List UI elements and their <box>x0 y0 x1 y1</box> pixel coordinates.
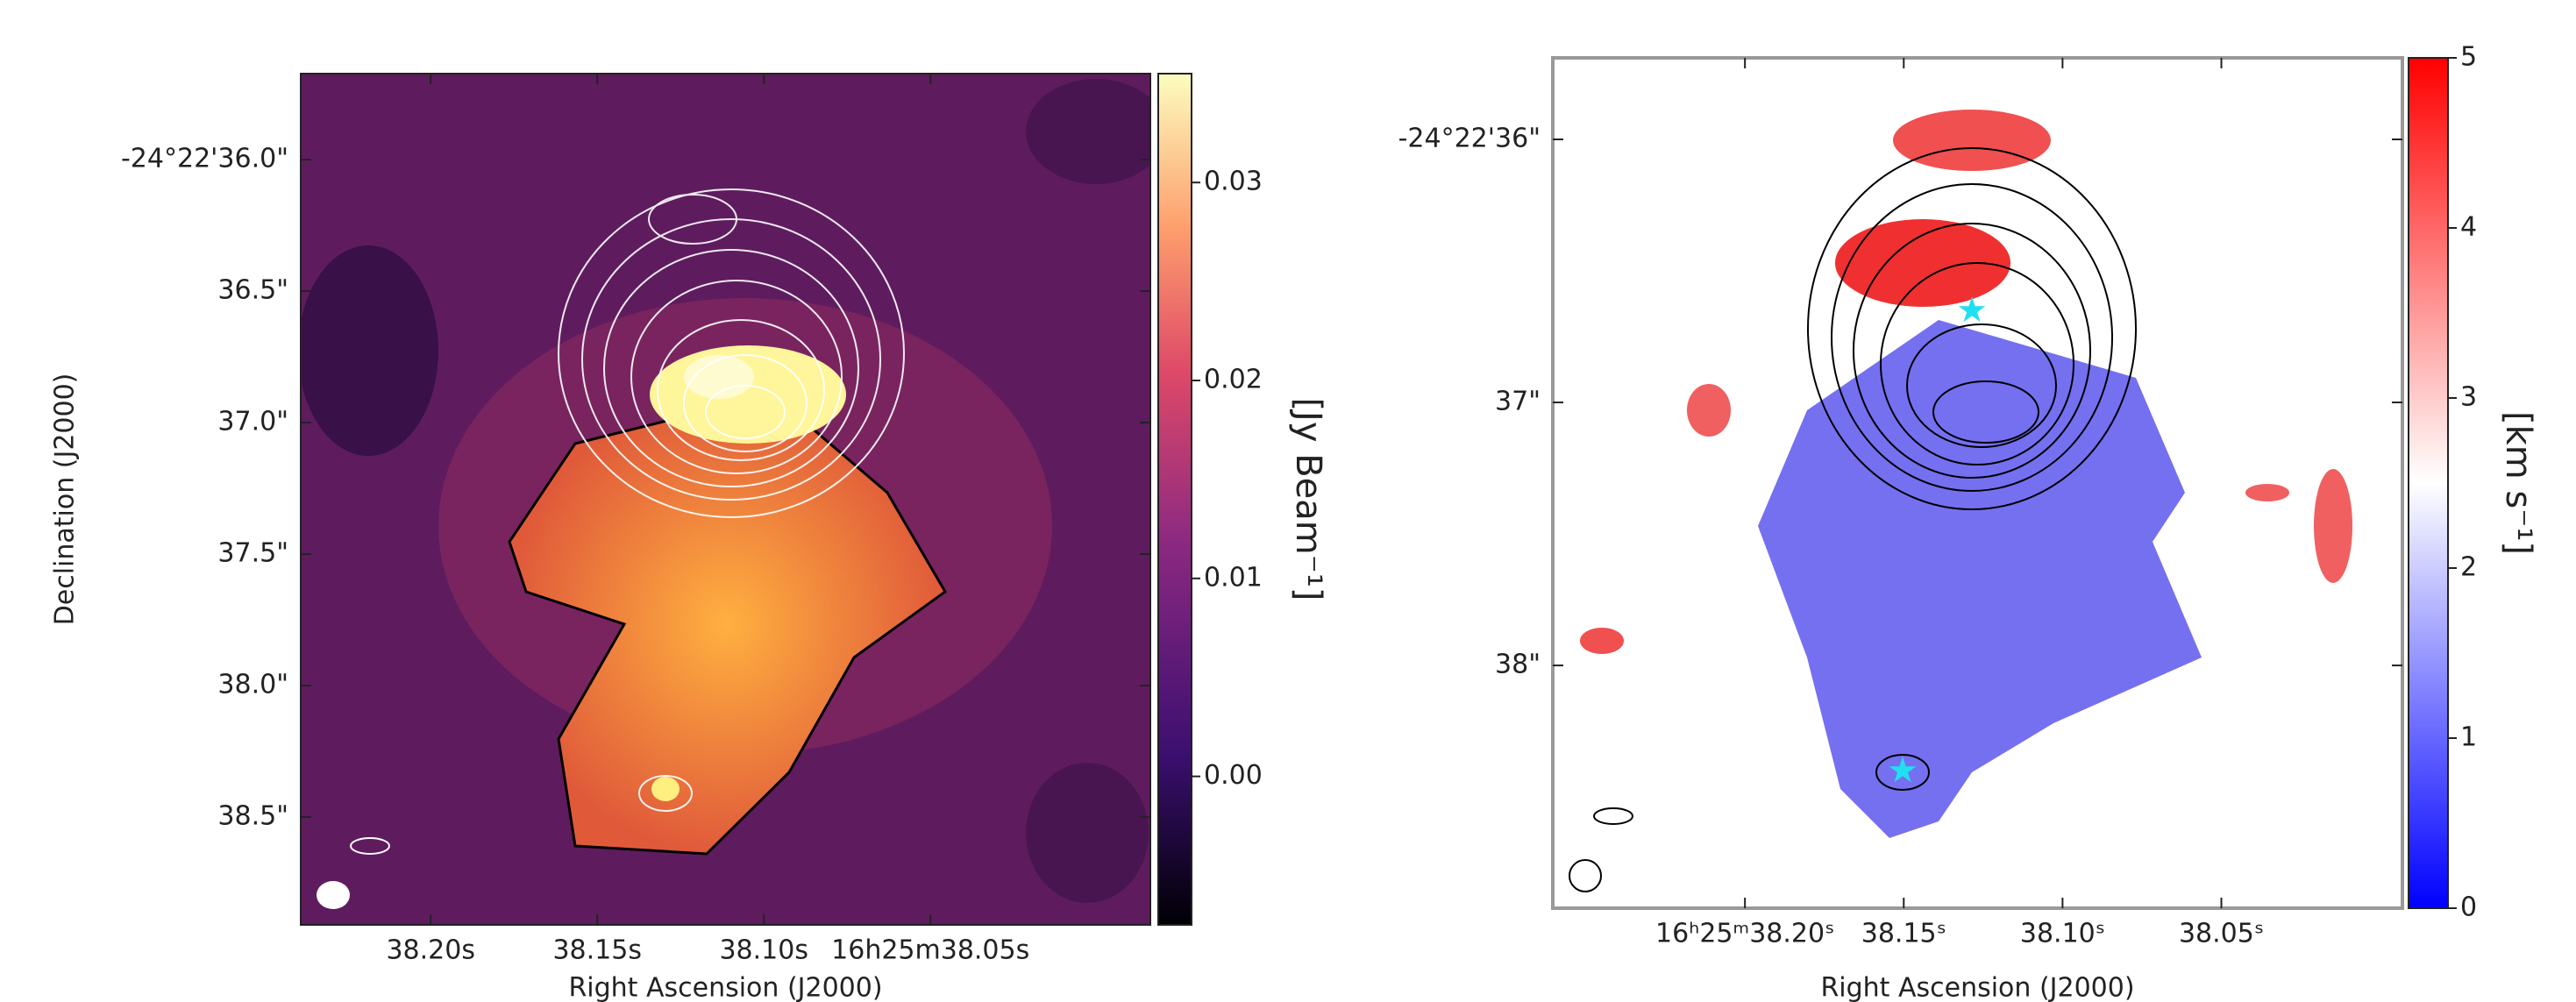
y-axis-label: Declination (J2000) <box>50 373 81 626</box>
colorbar-tick-label: 0.00 <box>1204 760 1263 791</box>
colorbar-tick-label: 0.03 <box>1204 167 1263 197</box>
x-tick-label: 38.15ˢ <box>1861 919 1946 949</box>
colorbar-label: [km s⁻¹] <box>2498 411 2538 555</box>
colorbar-tick-label: 0 <box>2460 892 2477 923</box>
x-axis-label: Right Ascension (J2000) <box>568 973 882 1002</box>
y-tick-label: 37.0" <box>217 407 288 437</box>
colorbar-tick-label: 1 <box>2460 722 2477 753</box>
left-colorbar <box>1157 73 1192 926</box>
star-marker: ★ <box>1956 290 1988 330</box>
x-tick-label: 16ʰ25ᵐ38.20ˢ <box>1655 919 1834 949</box>
y-tick-label: -24°22'36.0" <box>121 144 288 174</box>
x-tick-label: 38.20s <box>386 935 475 966</box>
y-tick-label: 38.0" <box>217 670 288 700</box>
colorbar-tick-label: 0.01 <box>1204 562 1263 593</box>
colorbar-tick-label: 5 <box>2460 42 2477 73</box>
colorbar-tick-label: 0.02 <box>1204 365 1263 395</box>
colorbar-label: [Jy Beam⁻¹] <box>1288 397 1328 600</box>
x-tick-label: 38.10s <box>719 935 808 966</box>
right-image: ★ ★ <box>1553 58 2402 908</box>
x-tick-label: 16h25m38.05s <box>831 935 1029 966</box>
y-tick-label: 37" <box>1495 387 1541 417</box>
right-frame <box>1551 56 2404 910</box>
y-tick-label: 36.5" <box>217 275 288 306</box>
left-frame <box>300 73 1151 926</box>
colorbar-tick-label: 2 <box>2460 552 2477 583</box>
right-colorbar <box>2408 57 2449 909</box>
left-image <box>301 74 1150 925</box>
y-tick-label: 38" <box>1495 650 1541 680</box>
x-tick-label: 38.15s <box>552 935 642 966</box>
colorbar-tick-label: 3 <box>2460 382 2477 413</box>
x-tick-label: 38.05ˢ <box>2179 919 2264 949</box>
y-tick-label: 37.5" <box>217 538 288 569</box>
y-tick-label: -24°22'36" <box>1398 124 1541 154</box>
y-tick-label: 38.5" <box>217 801 288 832</box>
colorbar-tick-label: 4 <box>2460 212 2477 243</box>
star-marker: ★ <box>1887 750 1918 791</box>
x-tick-label: 38.10ˢ <box>2020 919 2105 949</box>
x-axis-label: Right Ascension (J2000) <box>1820 973 2134 1002</box>
